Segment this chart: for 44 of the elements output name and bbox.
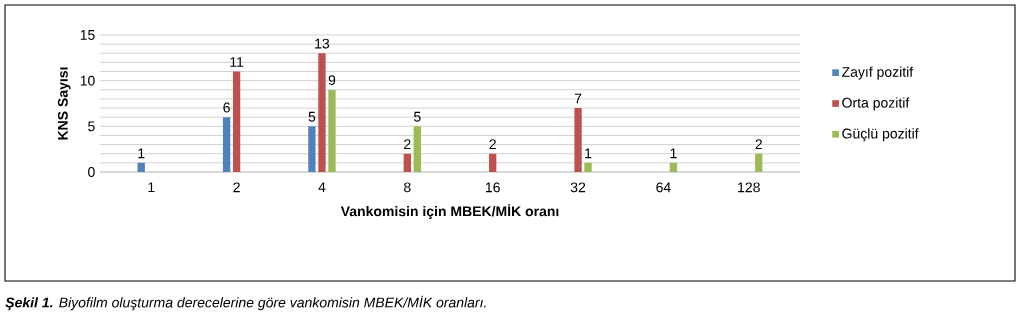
bar [584, 162, 592, 172]
bar [308, 126, 316, 172]
y-tick-label: 10 [80, 75, 95, 86]
data-label: 5 [308, 111, 316, 122]
x-tick-label: 32 [570, 182, 586, 193]
data-label: 2 [404, 139, 411, 150]
x-tick-label: 1 [148, 182, 155, 193]
x-tick-label: 128 [738, 182, 760, 193]
data-label: 9 [328, 75, 336, 86]
x-tick-label: 8 [404, 182, 411, 193]
data-label: 6 [223, 102, 230, 113]
y-tick-label: 0 [88, 167, 95, 177]
legend-label: Güçlü pozitif [842, 128, 919, 142]
data-label: 2 [755, 139, 762, 150]
bar [328, 89, 336, 172]
text: Şekil 1. Biyofilm oluşturma derecelerine göre vankomisin MBEK/MİK oranları. [5, 295, 486, 311]
data-label: 2 [489, 139, 496, 150]
bar [755, 153, 763, 172]
bar [489, 153, 497, 172]
x-tick-label: 4 [318, 182, 326, 193]
data-label: 7 [574, 93, 582, 104]
legend-label: Zayıf pozitif [842, 66, 914, 80]
bar [669, 162, 678, 172]
bar [574, 108, 582, 172]
y-axis-title: KNS Sayısı [57, 67, 71, 140]
bar [137, 162, 145, 172]
data-label: 1 [585, 148, 592, 159]
bar [222, 117, 231, 172]
x-tick-label: 2 [233, 182, 240, 193]
data-label: 1 [138, 148, 145, 159]
bar [413, 126, 421, 172]
data-label: 5 [413, 111, 421, 122]
legend-label: Orta pozitif [842, 97, 910, 111]
x-axis-title: Vankomisin için MBEK/MİK oranı [340, 204, 559, 220]
data-label: 13 [315, 38, 330, 49]
bar [403, 153, 411, 172]
x-tick-label: 16 [485, 182, 500, 193]
bar [232, 71, 241, 172]
y-tick-label: 15 [80, 30, 95, 40]
data-label: 11 [230, 57, 244, 67]
data-label: 1 [670, 148, 677, 159]
bar [318, 53, 326, 172]
y-tick-label: 5 [88, 121, 95, 132]
x-tick-label: 64 [656, 182, 671, 193]
